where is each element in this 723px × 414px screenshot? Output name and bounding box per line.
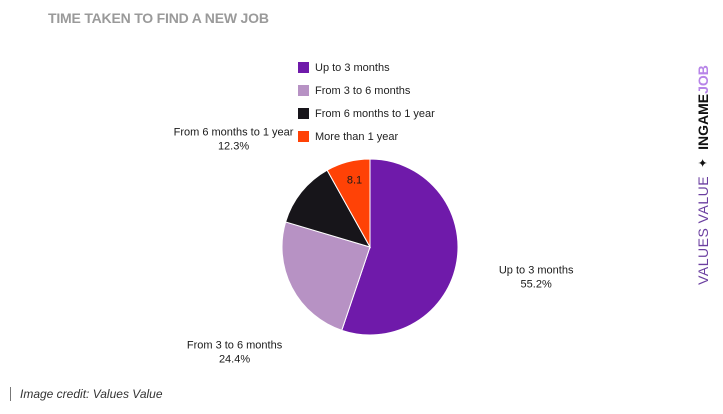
- data-label-3-to-6-months: From 3 to 6 months 24.4%: [187, 340, 283, 366]
- legend-item-more-than-1-year: More than 1 year: [298, 125, 435, 148]
- legend-item-3-to-6-months: From 3 to 6 months: [298, 79, 435, 102]
- slice-up-to-3-months: [341, 158, 459, 336]
- slice-3-to-6-months: [281, 221, 371, 331]
- brand-job: JOB: [695, 65, 711, 94]
- slice-6-months-to-1-year: [285, 169, 372, 248]
- legend-swatch: [298, 108, 309, 119]
- legend-label: Up to 3 months: [315, 61, 390, 74]
- chart-legend: Up to 3 months From 3 to 6 months From 6…: [298, 56, 435, 148]
- data-label-more-than-1-year: 8.1: [347, 174, 362, 186]
- data-label-up-to-3-months: Up to 3 months 55.2%: [499, 264, 574, 290]
- legend-label: From 3 to 6 months: [315, 84, 411, 97]
- legend-label: More than 1 year: [315, 130, 399, 143]
- legend-swatch: [298, 62, 309, 73]
- legend-item-up-to-3-months: Up to 3 months: [298, 56, 435, 79]
- legend-swatch: [298, 131, 309, 142]
- image-credit: Image credit: Values Value: [10, 387, 163, 401]
- legend-item-6-months-to-1-year: From 6 months to 1 year: [298, 102, 435, 125]
- legend-label: From 6 months to 1 year: [315, 107, 435, 120]
- brand-watermark: VALUES VALUE ✦ INGAME JOB: [695, 65, 711, 285]
- data-label-6-months-to-1-year: From 6 months to 1 year 12.3%: [174, 127, 294, 153]
- brand-values-value: VALUES VALUE: [695, 175, 711, 285]
- legend-swatch: [298, 85, 309, 96]
- sparkle-icon: ✦: [696, 157, 710, 168]
- slice-more-than-1-year: [326, 158, 371, 249]
- brand-ingame: INGAME: [695, 93, 711, 150]
- chart-title: TIME TAKEN TO FIND A NEW JOB: [48, 10, 269, 26]
